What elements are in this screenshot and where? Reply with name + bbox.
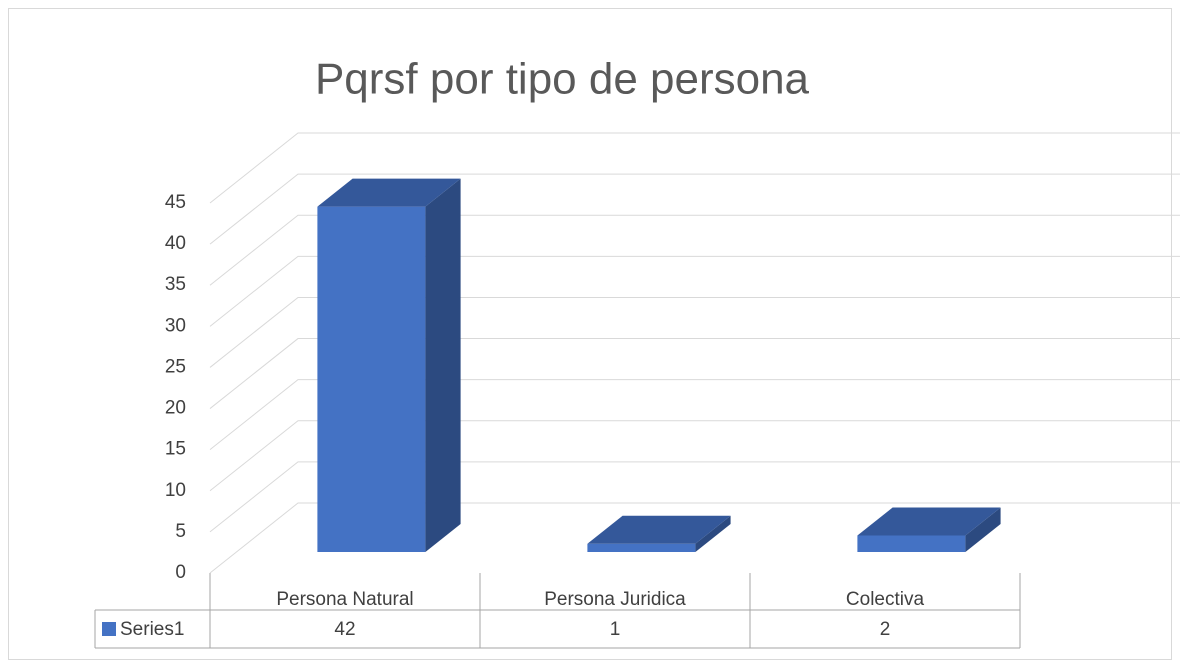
bar [857,507,1001,552]
grid-line [209,420,1180,492]
y-tick-label: 25 [165,356,186,377]
grid-line [209,461,1180,533]
legend-label: Series1 [120,619,184,640]
y-tick-label: 15 [165,439,186,460]
y-tick-label: 30 [165,315,186,336]
grid-line [209,214,1180,286]
y-tick-label: 35 [165,274,186,295]
grid-line [209,379,1180,451]
x-tick-label: Persona Juridica [544,589,686,610]
table-value: 42 [334,619,355,640]
y-tick-label: 40 [165,233,186,254]
bar [587,515,731,552]
y-tick-label: 45 [165,192,186,213]
bar-side [425,178,461,552]
y-tick-label: 20 [165,398,186,419]
legend-key [102,622,116,636]
table-value: 1 [610,619,621,640]
x-tick-label: Persona Natural [276,589,413,610]
bar-top [587,515,731,544]
bar-side [965,507,1001,552]
bar-front [317,206,426,552]
y-tick-label: 5 [175,521,186,542]
bar-side [695,515,731,552]
bar-top [857,507,1001,536]
chart-title: Pqrsf por tipo de persona [315,55,810,104]
bar-top [317,178,461,207]
y-tick-label: 0 [175,562,186,583]
y-tick-label: 10 [165,480,186,501]
grid-line [209,173,1180,245]
grid-line [209,338,1180,409]
grid-line [209,132,1180,204]
bar-front [587,543,696,552]
bar-front [857,535,966,552]
grid-line [209,502,1180,574]
table-value: 2 [880,619,891,640]
x-tick-label: Colectiva [846,589,925,610]
bar [317,178,461,552]
grid-line [209,255,1180,327]
grid-line [209,296,1180,368]
